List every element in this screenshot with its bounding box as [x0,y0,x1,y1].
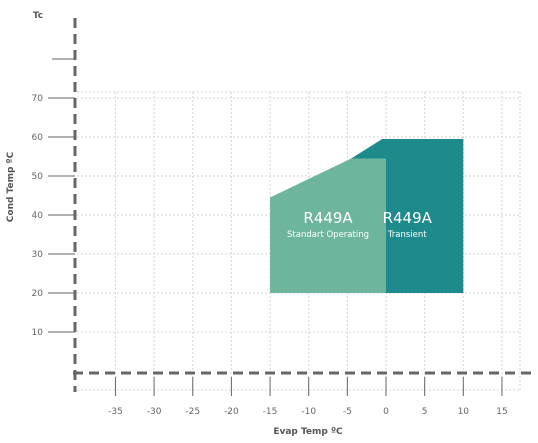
region-sublabel-0: Standart Operating [287,230,369,240]
x-tick-label-8: 5 [422,407,428,417]
envelope-regions [270,139,464,293]
x-tick-label-0: -35 [108,407,123,417]
x-tick-label-1: -30 [147,407,162,417]
y-axis-title: Cond Temp ºC [6,151,16,222]
envelope-region-1 [351,139,464,293]
region-labels: R449A Standart Operating R449A Transient [287,209,433,240]
corner-label: Tc [33,11,43,21]
y-tick-label-3: 40 [32,211,44,221]
tick-labels: 10 20 30 40 50 60 70 -35 -30 -25 -20 -15 -10 -5 0 5 10 15 [32,94,508,417]
x-tick-label-7: 0 [383,407,389,417]
region-sublabel-1: Transient [387,230,427,240]
y-tick-label-1: 20 [32,289,44,299]
y-tick-label-5: 60 [32,133,44,143]
x-tick-label-10: 15 [496,407,507,417]
x-tick-label-2: -25 [185,407,200,417]
region-name-0: R449A [303,209,353,227]
envelope-region-0 [270,158,386,293]
y-tick-label-6: 70 [32,94,44,104]
y-tick-label-2: 30 [32,250,44,260]
x-tick-label-9: 10 [458,407,470,417]
axes [48,18,532,396]
x-axis-title: Evap Temp ºC [273,427,343,437]
y-tick-label-4: 50 [32,172,44,182]
x-tick-label-6: -5 [343,407,352,417]
x-tick-label-5: -10 [301,407,316,417]
x-tick-label-3: -20 [224,407,239,417]
region-name-1: R449A [383,209,433,227]
x-tick-label-4: -15 [263,407,278,417]
y-tick-label-0: 10 [32,328,44,338]
